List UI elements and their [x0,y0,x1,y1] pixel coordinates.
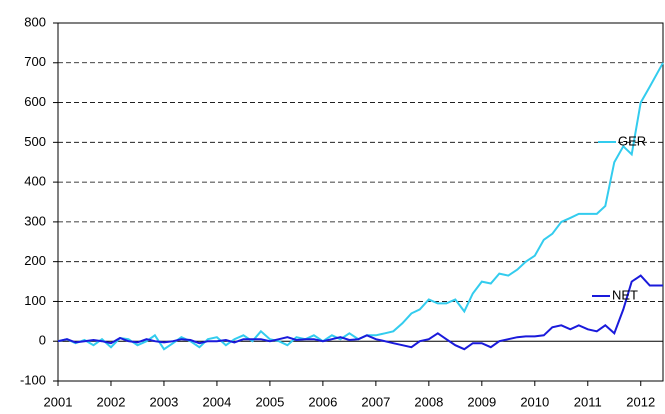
y-tick-label: 300 [24,213,46,228]
y-tick-label: 200 [24,253,46,268]
series-line [57,274,663,351]
x-tick-label: 2001 [44,394,73,409]
y-tick-label: 0 [39,333,46,348]
x-tick-label: 2009 [467,394,496,409]
x-tick-label: 2012 [626,394,655,409]
y-tick-label: 700 [24,54,46,69]
y-tick-label: 800 [24,14,46,29]
legend-label: NET [612,287,638,302]
x-tick-label: 2002 [97,394,126,409]
y-tick-label: -100 [20,372,46,387]
y-tick-label: 600 [24,94,46,109]
x-tick-label: 2003 [149,394,178,409]
x-tick-label: 2007 [361,394,390,409]
x-tick-label: 2010 [520,394,549,409]
series-line [57,62,664,351]
y-tick-label: 100 [24,293,46,308]
plot-frame [57,22,664,382]
x-tick-label: 2011 [574,394,602,409]
legend-label: GER [618,133,646,148]
y-tick-label: 500 [24,134,46,149]
y-tick-label: 400 [24,174,46,189]
x-tick-label: 2004 [202,394,231,409]
x-tick-label: 2005 [255,394,284,409]
x-tick-label: 2008 [414,394,443,409]
x-tick-label: 2006 [308,394,337,409]
